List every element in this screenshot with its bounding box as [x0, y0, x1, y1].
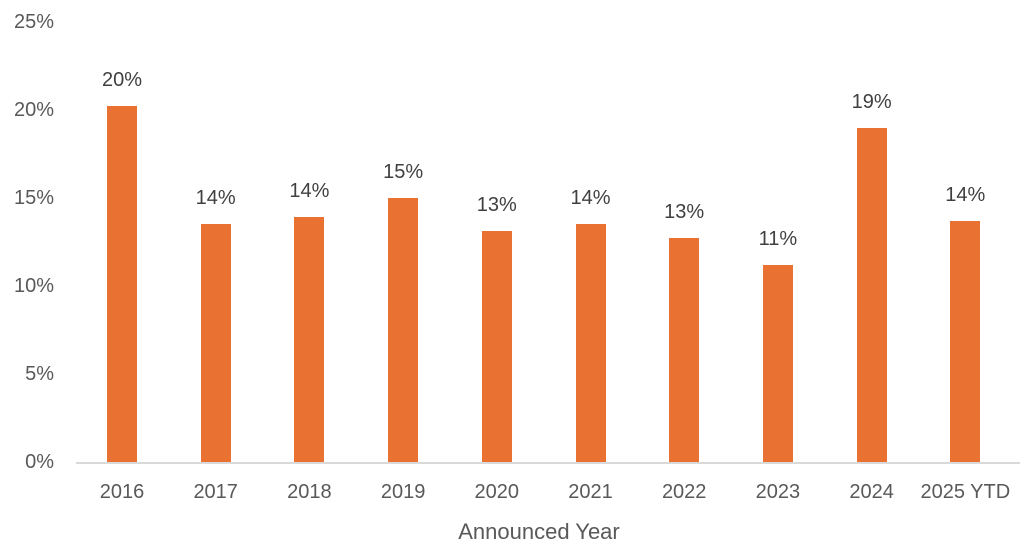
x-tick-label: 2023: [755, 481, 801, 503]
data-label: 13%: [476, 194, 517, 217]
x-tick-label: 2017: [193, 481, 238, 503]
x-tick-label: 2018: [287, 481, 332, 503]
data-label: 11%: [758, 227, 798, 250]
y-tick-label: 10%: [13, 275, 54, 297]
data-label: 14%: [195, 187, 236, 210]
bar: [856, 127, 887, 462]
x-tick-label: 2025 YTD: [920, 481, 1011, 503]
data-label: 19%: [851, 90, 892, 113]
bar: [388, 198, 419, 462]
data-label: 14%: [570, 187, 611, 210]
bar: [669, 238, 700, 462]
x-tick-label: 2022: [661, 481, 707, 503]
x-tick-label: 2020: [474, 481, 520, 503]
y-tick-label: 25%: [13, 11, 54, 33]
y-tick-label: 0%: [25, 451, 54, 473]
x-tick-label: 2021: [568, 481, 613, 503]
bar: [575, 224, 606, 462]
y-tick-label: 15%: [13, 187, 54, 209]
bar: [107, 106, 137, 462]
data-label: 15%: [383, 161, 424, 183]
x-axis-line: [76, 462, 1020, 464]
data-label: 13%: [664, 201, 705, 224]
x-tick-label: 2024: [849, 481, 894, 503]
bar: [762, 264, 793, 462]
data-label: 14%: [289, 180, 330, 203]
x-tick-label: 2016: [99, 481, 145, 503]
bar: [950, 220, 981, 462]
data-label: 20%: [101, 69, 143, 92]
bar: [200, 224, 231, 462]
y-tick-label: 5%: [25, 363, 54, 385]
data-label: 14%: [945, 183, 986, 206]
bar: [481, 231, 512, 462]
x-tick-label: 2019: [380, 481, 426, 503]
y-tick-label: 20%: [13, 99, 54, 121]
x-axis-title: Announced Year: [458, 519, 620, 544]
bar: [294, 217, 325, 462]
